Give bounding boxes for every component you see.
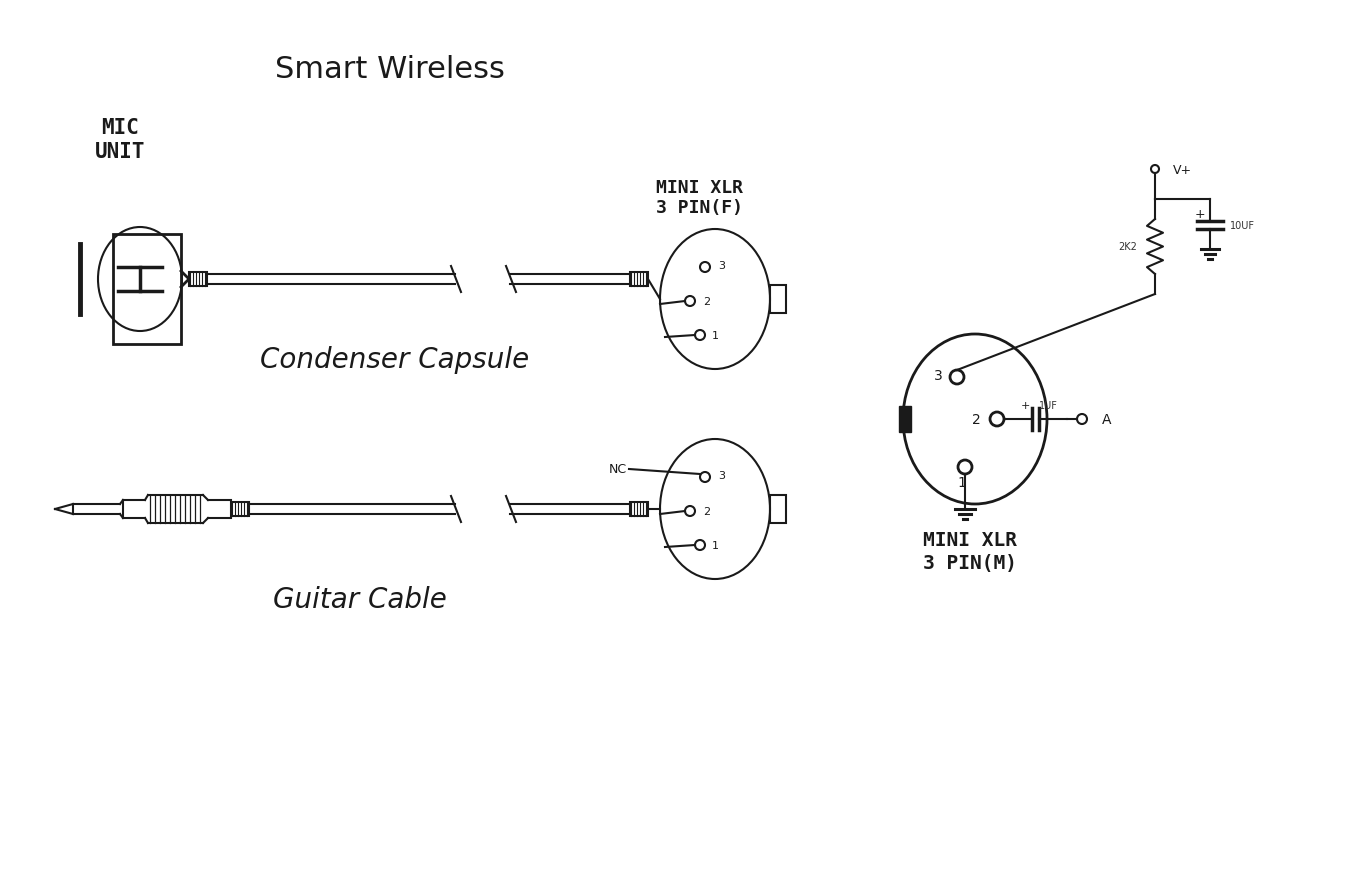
Text: 3: 3 — [718, 261, 725, 270]
Text: MIC
UNIT: MIC UNIT — [95, 118, 145, 162]
Text: 10UF: 10UF — [1230, 221, 1256, 231]
Bar — [114, 235, 181, 345]
Text: A: A — [1101, 413, 1112, 427]
Text: 2: 2 — [704, 507, 710, 516]
Bar — [231, 502, 249, 516]
Text: 3: 3 — [718, 470, 725, 481]
Text: +: + — [1020, 401, 1030, 410]
Text: V+: V+ — [1173, 163, 1192, 176]
Bar — [189, 273, 207, 287]
Text: 2K2: 2K2 — [1118, 242, 1137, 252]
Text: +: + — [1195, 208, 1206, 220]
Text: Guitar Cable: Guitar Cable — [273, 586, 446, 614]
Text: 2: 2 — [704, 296, 710, 307]
Text: 1: 1 — [712, 330, 718, 341]
Text: MINI XLR
3 PIN(M): MINI XLR 3 PIN(M) — [923, 531, 1017, 572]
Bar — [770, 495, 786, 523]
Text: 1: 1 — [958, 475, 966, 489]
Text: 1UF: 1UF — [1039, 401, 1058, 410]
Text: MINI XLR
3 PIN(F): MINI XLR 3 PIN(F) — [656, 178, 744, 217]
Bar — [630, 273, 648, 287]
Bar — [630, 502, 648, 516]
Bar — [898, 407, 911, 433]
Text: 1: 1 — [712, 541, 718, 550]
Text: 3: 3 — [935, 368, 943, 382]
Bar — [770, 286, 786, 314]
Text: 2: 2 — [973, 413, 981, 427]
Text: Smart Wireless: Smart Wireless — [275, 56, 505, 84]
Text: Condenser Capsule: Condenser Capsule — [260, 346, 529, 374]
Text: NC: NC — [609, 463, 626, 476]
